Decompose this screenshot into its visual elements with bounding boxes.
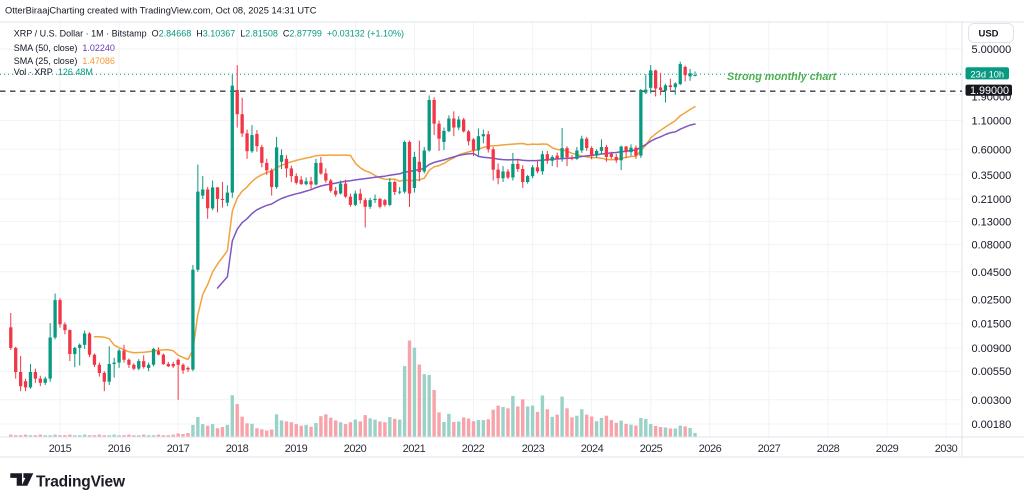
svg-text:2024: 2024 [581,443,604,455]
svg-text:0.13000: 0.13000 [972,217,1012,229]
svg-text:0.21000: 0.21000 [972,194,1012,206]
svg-text:5.00000: 5.00000 [972,44,1012,56]
svg-text:2028: 2028 [817,443,840,455]
svg-text:2029: 2029 [876,443,899,455]
svg-text:OtterBiraajCharting created wi: OtterBiraajCharting created with Trading… [5,6,317,16]
svg-text:2018: 2018 [226,443,249,455]
svg-text:XRP / U.S. Dollar · 1M · Bitst: XRP / U.S. Dollar · 1M · Bitstamp O2.846… [14,29,404,39]
svg-text:0.60000: 0.60000 [972,144,1012,156]
svg-text:0.04500: 0.04500 [972,267,1012,279]
svg-text:2025: 2025 [640,443,663,455]
svg-text:SMA (50, close) 1.02240: SMA (50, close) 1.02240 [14,43,115,53]
svg-text:2022: 2022 [462,443,485,455]
svg-text:2017: 2017 [167,443,190,455]
svg-text:Vol · XRP 126.48M: Vol · XRP 126.48M [14,67,93,77]
svg-text:1.99000: 1.99000 [970,85,1009,97]
svg-text:0.00300: 0.00300 [972,395,1012,407]
svg-text:0.35000: 0.35000 [972,170,1012,182]
svg-text:2015: 2015 [49,443,72,455]
svg-text:TradingView: TradingView [36,474,126,491]
svg-text:2027: 2027 [758,443,781,455]
svg-text:2019: 2019 [285,443,308,455]
svg-text:0.00180: 0.00180 [972,419,1012,431]
svg-text:0.01500: 0.01500 [972,319,1012,331]
svg-text:2030: 2030 [935,443,958,455]
svg-text:2020: 2020 [344,443,367,455]
svg-text:23d 10h: 23d 10h [970,70,1004,80]
svg-text:Strong monthly chart: Strong monthly chart [727,71,837,83]
svg-text:SMA (25, close) 1.47086: SMA (25, close) 1.47086 [14,56,115,66]
svg-text:0.08000: 0.08000 [972,240,1012,252]
svg-text:USD: USD [978,28,998,39]
svg-text:2021: 2021 [403,443,426,455]
svg-text:1.10000: 1.10000 [972,116,1012,128]
svg-text:2023: 2023 [522,443,545,455]
svg-text:2016: 2016 [108,443,131,455]
svg-text:2026: 2026 [699,443,722,455]
svg-text:0.00900: 0.00900 [972,343,1012,355]
svg-text:0.02500: 0.02500 [972,295,1012,307]
svg-text:0.00550: 0.00550 [972,366,1012,378]
